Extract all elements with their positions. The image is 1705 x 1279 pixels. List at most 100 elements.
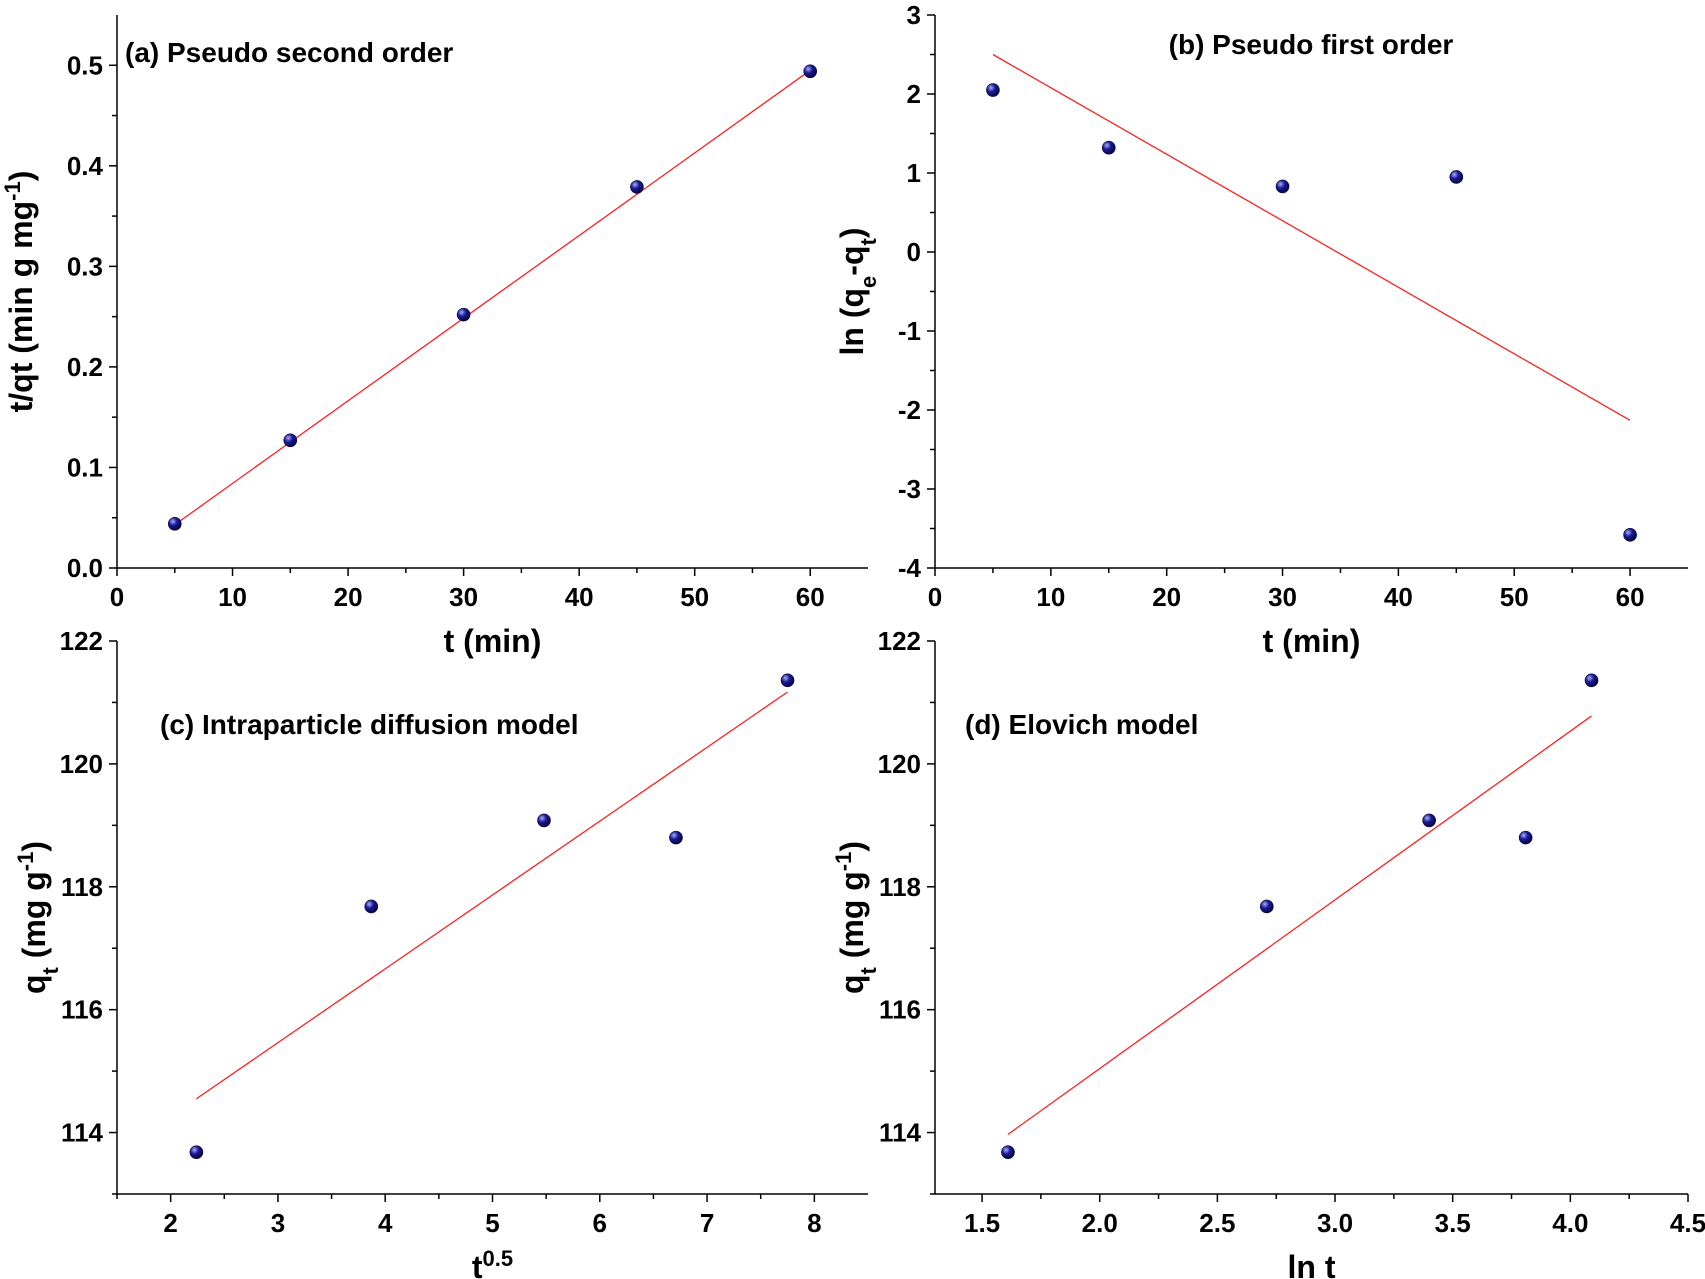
chart-panel-4: 1.5 2.0 2.5 3.0 3.5 4.0 4.5 114 116 118 120 122 (d) … xyxy=(831,626,1705,1279)
fit-line xyxy=(196,691,788,1100)
x-tick-label: 3 xyxy=(271,1208,285,1238)
data-point xyxy=(1101,140,1116,155)
y-tick-label: 0.1 xyxy=(67,452,103,482)
y-tick-label: 0.2 xyxy=(67,352,103,382)
label-part-mid: (mg g xyxy=(16,871,52,967)
x-tick-label: 4.0 xyxy=(1552,1208,1588,1238)
y-axis-label: qt (mg g-1) xyxy=(831,841,881,994)
y-tick-label: 122 xyxy=(878,626,921,656)
label-part-sup: -1 xyxy=(0,181,25,201)
x-axis-label: t (min) xyxy=(444,623,542,659)
y-tick-label: 114 xyxy=(879,1118,921,1148)
data-point xyxy=(1518,830,1533,845)
fit-line xyxy=(1007,715,1592,1135)
label-part-sub: t xyxy=(856,966,881,974)
label-part-text: t xyxy=(472,1249,483,1279)
x-tick-label: 8 xyxy=(807,1208,821,1238)
x-tick-label: 60 xyxy=(796,582,825,612)
x-tick-label: 2 xyxy=(163,1208,177,1238)
fit-line xyxy=(992,53,1631,421)
panel-title: (b) Pseudo first order xyxy=(1169,29,1454,60)
label-part-tail: ) xyxy=(834,228,870,239)
chart-panel-2: 0 10 20 30 40 50 60 -4 -3 -2 -1 0 1 2 3 (b) Pseudo firs… xyxy=(834,0,1688,659)
x-tick-label: 2.5 xyxy=(1199,1208,1235,1238)
x-tick-label: 2.0 xyxy=(1082,1208,1118,1238)
data-point xyxy=(1275,179,1290,194)
data-point xyxy=(780,673,795,688)
data-point xyxy=(537,813,551,828)
data-point xyxy=(1422,813,1436,828)
y-tick-label: 120 xyxy=(878,749,921,779)
label-part-tail: ) xyxy=(3,171,39,182)
label-part-sub2: t xyxy=(856,238,881,246)
x-tick-label: 5 xyxy=(485,1208,499,1238)
y-axis-label: t/qt (min g mg-1) xyxy=(0,171,39,413)
x-tick-label: 7 xyxy=(700,1208,714,1238)
data-point xyxy=(1001,1145,1015,1160)
y-tick-label: -2 xyxy=(898,395,921,425)
y-tick-label: 3 xyxy=(907,0,921,30)
x-tick-label: 3.0 xyxy=(1317,1208,1353,1238)
data-point xyxy=(364,899,379,914)
data-point xyxy=(986,83,1000,97)
panel-title: (d) Elovich model xyxy=(965,709,1198,740)
chart-panel-1: 0 10 20 30 40 50 60 0.0 0.1 0.2 0.3 0.4 0.5 (a) Pseud… xyxy=(0,15,868,659)
panel-title: (a) Pseudo second order xyxy=(125,37,453,68)
y-tick-label: -4 xyxy=(898,553,922,583)
data-point xyxy=(630,180,644,194)
x-tick-label: 50 xyxy=(1500,582,1529,612)
x-tick-label: 10 xyxy=(218,582,247,612)
y-tick-label: 116 xyxy=(61,995,103,1025)
y-tick-label: 2 xyxy=(907,79,921,109)
label-part-text: t/qt (min g mg xyxy=(3,201,39,413)
y-tick-label: 0.5 xyxy=(67,50,103,80)
label-part-mid: (mg g xyxy=(834,871,870,967)
label-part-text: q xyxy=(834,974,870,994)
label-part: ln t xyxy=(1288,1249,1336,1279)
data-point xyxy=(1623,528,1637,542)
x-axis-label: t (min) xyxy=(1263,623,1361,659)
x-tick-label: 20 xyxy=(1152,582,1181,612)
data-point xyxy=(283,433,298,448)
y-tick-label: 0.0 xyxy=(67,553,103,583)
x-axis-label: ln t xyxy=(1288,1249,1336,1279)
y-tick-label: 0.4 xyxy=(67,151,104,181)
y-tick-label: 120 xyxy=(60,749,103,779)
x-tick-label: 30 xyxy=(1268,582,1297,612)
x-tick-label: 6 xyxy=(593,1208,607,1238)
x-tick-label: 0 xyxy=(110,582,124,612)
y-tick-label: 122 xyxy=(60,626,103,656)
panel-title: (c) Intraparticle diffusion model xyxy=(160,709,578,740)
y-tick-label: 0 xyxy=(907,237,921,267)
data-point xyxy=(803,64,818,79)
y-axis-label: qt (mg g-1) xyxy=(13,841,63,994)
x-tick-label: 10 xyxy=(1036,582,1065,612)
label-part: t (min) xyxy=(1263,623,1361,659)
y-tick-label: -1 xyxy=(898,316,921,346)
x-tick-label: 30 xyxy=(449,582,478,612)
y-tick-label: 118 xyxy=(61,872,103,902)
y-tick-label: 116 xyxy=(879,995,921,1025)
y-tick-label: 0.3 xyxy=(67,251,103,281)
chart-panel-3: 2 3 4 5 6 7 8 114 116 118 120 122 (c) Intraparticle … xyxy=(13,626,868,1279)
y-axis-label: ln (qe-qt) xyxy=(834,228,881,356)
x-tick-label: 0 xyxy=(928,582,942,612)
label-part-sup: -1 xyxy=(13,852,38,872)
data-point xyxy=(1449,170,1464,184)
x-tick-label: 50 xyxy=(680,582,709,612)
fit-line xyxy=(174,69,811,526)
x-axis-label: t0.5 xyxy=(472,1246,513,1279)
data-point xyxy=(189,1145,204,1160)
data-point xyxy=(1584,673,1599,688)
label-part-text: q xyxy=(16,974,52,994)
label-part-sup: -1 xyxy=(831,852,856,872)
data-point xyxy=(167,516,182,531)
label-part-sub: t xyxy=(38,966,63,974)
y-tick-label: 118 xyxy=(879,872,921,902)
x-tick-label: 1.5 xyxy=(964,1208,1000,1238)
y-tick-label: -3 xyxy=(898,474,921,504)
label-part-tail: ) xyxy=(16,841,52,852)
x-tick-label: 3.5 xyxy=(1435,1208,1471,1238)
label-part-text: ln (q xyxy=(834,288,870,356)
